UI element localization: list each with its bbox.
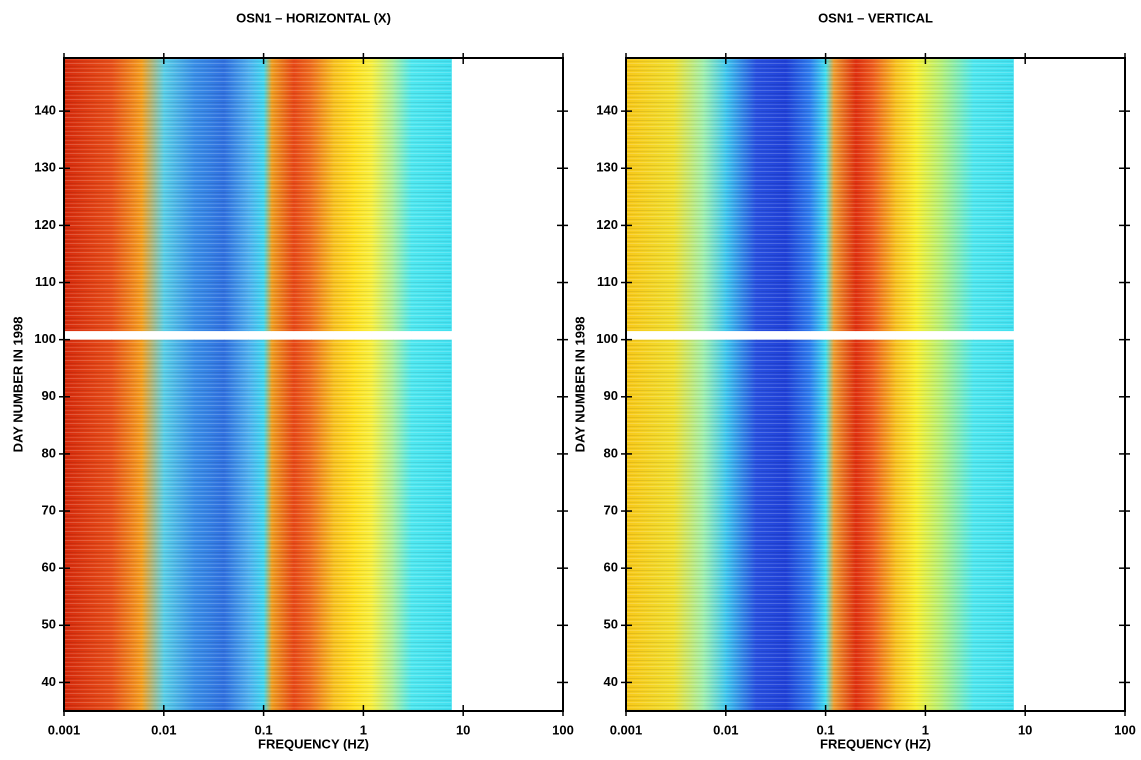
- x-tick-label: 100: [552, 722, 574, 737]
- y-axis-label: DAY NUMBER IN 1998: [10, 317, 25, 453]
- chart-title: OSN1 – VERTICAL: [818, 10, 933, 25]
- y-tick-label: 60: [42, 560, 56, 575]
- y-tick-label: 140: [34, 103, 56, 118]
- y-axis-label: DAY NUMBER IN 1998: [572, 317, 587, 453]
- y-tick-label: 90: [604, 388, 618, 403]
- y-tick-label: 80: [604, 445, 618, 460]
- x-tick-label: 1: [360, 722, 367, 737]
- y-tick-label: 40: [604, 674, 618, 689]
- y-tick-label: 100: [596, 331, 618, 346]
- y-tick-label: 100: [34, 331, 56, 346]
- x-tick-label: 0.001: [48, 722, 81, 737]
- x-tick-label: 0.001: [610, 722, 643, 737]
- x-tick-label: 0.1: [817, 722, 835, 737]
- y-tick-label: 110: [35, 274, 56, 289]
- y-tick-label: 120: [34, 217, 56, 232]
- y-tick-label: 40: [42, 674, 56, 689]
- x-axis-label: FREQUENCY (HZ): [258, 736, 369, 751]
- texture: [64, 339, 452, 711]
- y-tick-label: 140: [596, 103, 618, 118]
- y-tick-label: 130: [34, 160, 56, 175]
- x-tick-label: 10: [1018, 722, 1032, 737]
- y-tick-label: 70: [604, 502, 618, 517]
- x-tick-label: 0.01: [151, 722, 176, 737]
- y-tick-label: 80: [42, 445, 56, 460]
- texture: [626, 339, 1014, 711]
- x-tick-label: 1: [922, 722, 929, 737]
- y-tick-label: 50: [604, 617, 618, 632]
- x-tick-label: 100: [1114, 722, 1136, 737]
- y-tick-label: 70: [42, 502, 56, 517]
- x-axis-label: FREQUENCY (HZ): [820, 736, 931, 751]
- y-tick-label: 90: [42, 388, 56, 403]
- y-tick-label: 110: [597, 274, 618, 289]
- x-tick-label: 0.1: [255, 722, 273, 737]
- y-tick-label: 50: [42, 617, 56, 632]
- plot-frame: [625, 57, 1126, 712]
- y-tick-label: 120: [596, 217, 618, 232]
- x-tick-label: 10: [456, 722, 470, 737]
- y-tick-label: 130: [596, 160, 618, 175]
- texture: [626, 58, 1014, 332]
- texture: [64, 58, 452, 332]
- x-tick-label: 0.01: [713, 722, 738, 737]
- plot-frame: [63, 57, 564, 712]
- chart-title: OSN1 – HORIZONTAL (X): [236, 10, 391, 25]
- y-tick-label: 60: [604, 560, 618, 575]
